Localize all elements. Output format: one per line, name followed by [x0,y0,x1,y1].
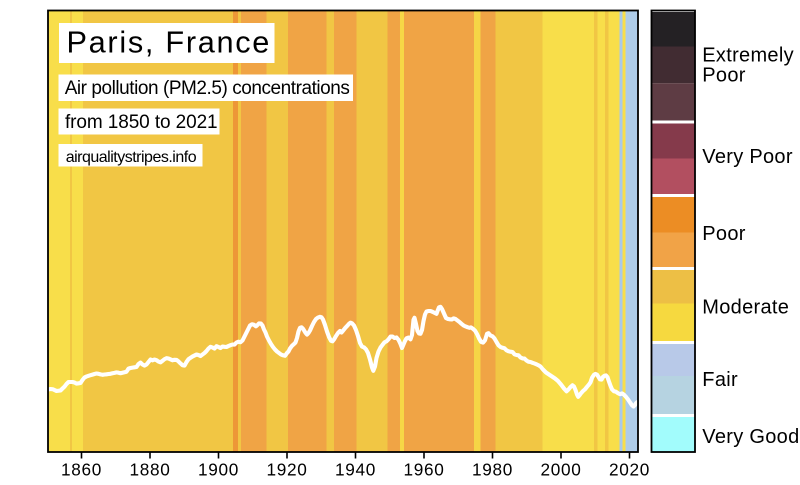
svg-text:airqualitystripes.info: airqualitystripes.info [66,149,197,166]
svg-text:Paris, France: Paris, France [67,25,272,60]
svg-text:Very Good: Very Good [702,426,799,448]
svg-text:1960: 1960 [403,460,444,480]
svg-text:from 1850 to 2021: from 1850 to 2021 [65,112,218,133]
svg-text:Fair: Fair [702,369,738,391]
svg-text:1980: 1980 [472,460,513,480]
svg-text:2000: 2000 [540,460,581,480]
svg-text:Moderate: Moderate [702,297,789,319]
svg-text:Poor: Poor [702,223,745,245]
svg-text:1880: 1880 [129,460,170,480]
svg-text:1860: 1860 [61,460,102,480]
svg-text:Air pollution (PM2.5) concentr: Air pollution (PM2.5) concentrations [65,78,350,99]
svg-text:1900: 1900 [198,460,239,480]
svg-text:2020: 2020 [609,460,650,480]
svg-text:Very Poor: Very Poor [702,146,793,168]
svg-text:1940: 1940 [335,460,376,480]
svg-text:1920: 1920 [266,460,307,480]
svg-text:Poor: Poor [702,65,745,87]
svg-text:Extremely: Extremely [702,45,794,67]
